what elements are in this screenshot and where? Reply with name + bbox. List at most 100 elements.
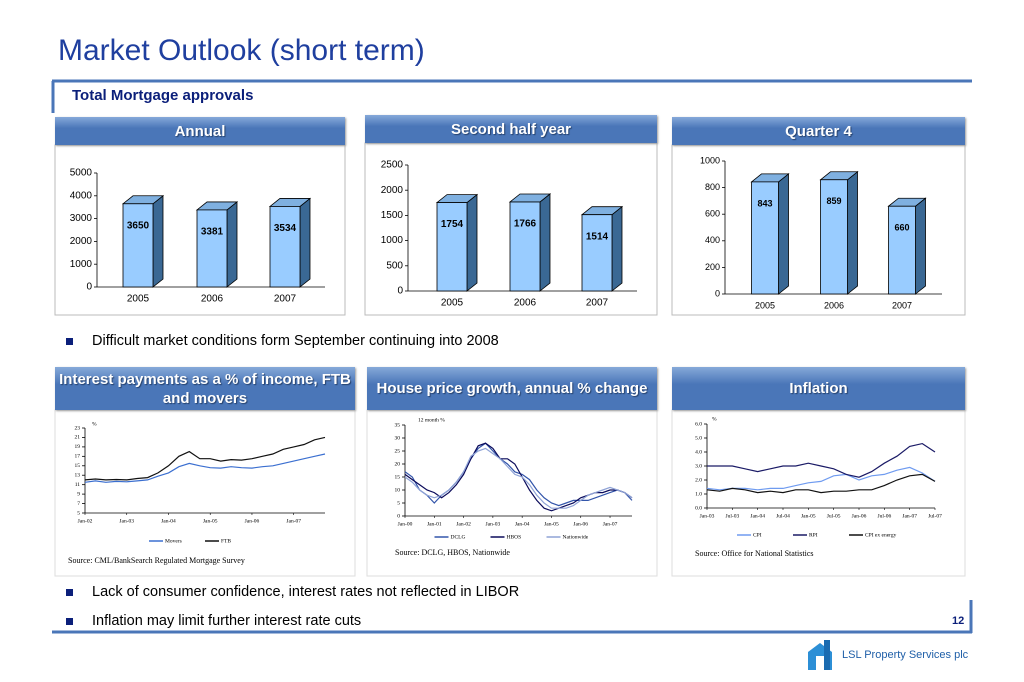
panel <box>54 409 356 577</box>
value-label: 1766 <box>514 219 537 230</box>
bullet-marker <box>66 589 73 596</box>
x-tick-label: Jul-07 <box>928 513 942 519</box>
bar <box>435 193 479 292</box>
x-tick-label: Jan-03 <box>119 518 134 524</box>
page-number: 12 <box>952 615 965 627</box>
x-tick-label: Jan-02 <box>78 518 93 524</box>
y-tick-label: 5.0 <box>695 435 702 441</box>
series-line <box>706 466 936 491</box>
y-tick-label: 15 <box>75 463 81 469</box>
x-tick-label: Jan-03 <box>700 513 715 519</box>
x-tick-label: Jan-07 <box>286 518 301 524</box>
x-tick-label: Jan-00 <box>398 521 413 527</box>
x-tick-label: 2006 <box>201 294 224 305</box>
x-tick-label: Jan-04 <box>161 518 176 524</box>
x-tick-label: Jan-06 <box>245 518 260 524</box>
y-tick-label: 5 <box>77 510 80 516</box>
value-label: 3534 <box>274 223 297 234</box>
x-tick-label: 2005 <box>127 294 150 305</box>
y-tick-label: 3000 <box>70 213 93 224</box>
x-tick-label: Jan-06 <box>573 521 588 527</box>
y-tick-label: 2500 <box>381 160 404 171</box>
y-tick-label: 1500 <box>381 210 404 221</box>
y-tick-label: 7 <box>77 501 80 507</box>
x-tick-label: 2007 <box>892 300 912 310</box>
bullet-marker <box>66 618 73 625</box>
value-label: 3650 <box>127 220 150 231</box>
x-tick-label: Jan-04 <box>750 513 765 519</box>
series-line <box>707 442 936 478</box>
y-tick-label: 1000 <box>70 259 93 270</box>
x-tick-label: 2006 <box>824 300 844 310</box>
y-tick-label: 25 <box>395 448 401 454</box>
legend-label: RPI <box>809 532 818 538</box>
x-tick-label: Jan-04 <box>515 521 530 527</box>
legend-label: Movers <box>165 538 182 544</box>
x-tick-label: Jan-06 <box>852 513 867 519</box>
panel <box>671 409 966 577</box>
y-tick-label: 0 <box>397 513 400 519</box>
slide-title: Market Outlook (short term) <box>58 34 425 67</box>
x-tick-label: Jan-05 <box>544 521 559 527</box>
y-tick-label: 5000 <box>70 168 93 179</box>
x-tick-label: Jul-05 <box>827 513 841 519</box>
subtitle: Total Mortgage approvals <box>72 87 254 104</box>
value-label: 1514 <box>586 231 609 242</box>
y-tick-label: 0.0 <box>695 505 702 511</box>
y-tick-label: 800 <box>705 182 720 192</box>
x-tick-label: Jan-05 <box>801 513 816 519</box>
x-tick-label: 2005 <box>755 300 775 310</box>
y-tick-label: 500 <box>386 260 403 271</box>
annotation: % <box>92 421 97 427</box>
x-tick-label: 2007 <box>586 298 609 309</box>
y-tick-label: 2000 <box>70 236 93 247</box>
x-tick-label: 2007 <box>274 294 297 305</box>
y-tick-label: 6.0 <box>695 421 702 427</box>
value-label: 843 <box>757 198 772 208</box>
logo-text: LSL Property Services plc <box>842 649 969 661</box>
y-tick-label: 0 <box>86 282 92 293</box>
x-tick-label: Jul-03 <box>725 513 739 519</box>
x-tick-label: Jan-07 <box>603 521 618 527</box>
series-line <box>706 473 936 494</box>
panel-header: House price growth, annual % change <box>367 367 657 410</box>
x-tick-label: 2005 <box>441 298 464 309</box>
bar <box>819 170 859 295</box>
panel-header: Interest payments as a % of income, FTB … <box>55 367 355 410</box>
y-tick-label: 30 <box>395 435 401 441</box>
y-tick-label: 4000 <box>70 190 93 201</box>
legend-label: FTB <box>221 538 231 544</box>
y-tick-label: 4.0 <box>695 449 702 455</box>
y-tick-label: 0 <box>397 286 403 297</box>
bullet: Inflation may limit further interest rat… <box>92 613 362 629</box>
y-tick-label: 19 <box>75 444 81 450</box>
y-tick-label: 1000 <box>381 235 404 246</box>
y-tick-label: 15 <box>395 474 401 480</box>
logo-icon <box>808 640 832 670</box>
x-tick-label: Jul-04 <box>776 513 790 519</box>
y-tick-label: 1000 <box>700 155 720 165</box>
legend-label: DCLG <box>451 534 466 540</box>
legend-label: CPI ex energy <box>865 532 897 538</box>
legend-label: Nationwide <box>563 534 589 540</box>
x-tick-label: Jan-07 <box>902 513 917 519</box>
x-tick-label: Jan-01 <box>427 521 442 527</box>
bar <box>750 173 790 295</box>
y-tick-label: 3.0 <box>695 463 702 469</box>
y-tick-label: 400 <box>705 235 720 245</box>
panel-header: Quarter 4 <box>672 117 965 145</box>
y-tick-label: 10 <box>395 487 401 493</box>
panel-header: Inflation <box>672 367 965 410</box>
x-tick-label: Jan-05 <box>203 518 218 524</box>
source: Source: DCLG, HBOS, Nationwide <box>395 548 510 557</box>
y-tick-label: 21 <box>75 435 81 441</box>
y-tick-label: 1.0 <box>695 491 702 497</box>
y-tick-label: 17 <box>75 454 81 460</box>
y-tick-label: 20 <box>395 461 401 467</box>
source: Source: CML/BankSearch Regulated Mortgag… <box>68 556 245 565</box>
y-tick-label: 600 <box>705 209 720 219</box>
y-tick-label: 200 <box>705 262 720 272</box>
bar <box>887 197 927 295</box>
